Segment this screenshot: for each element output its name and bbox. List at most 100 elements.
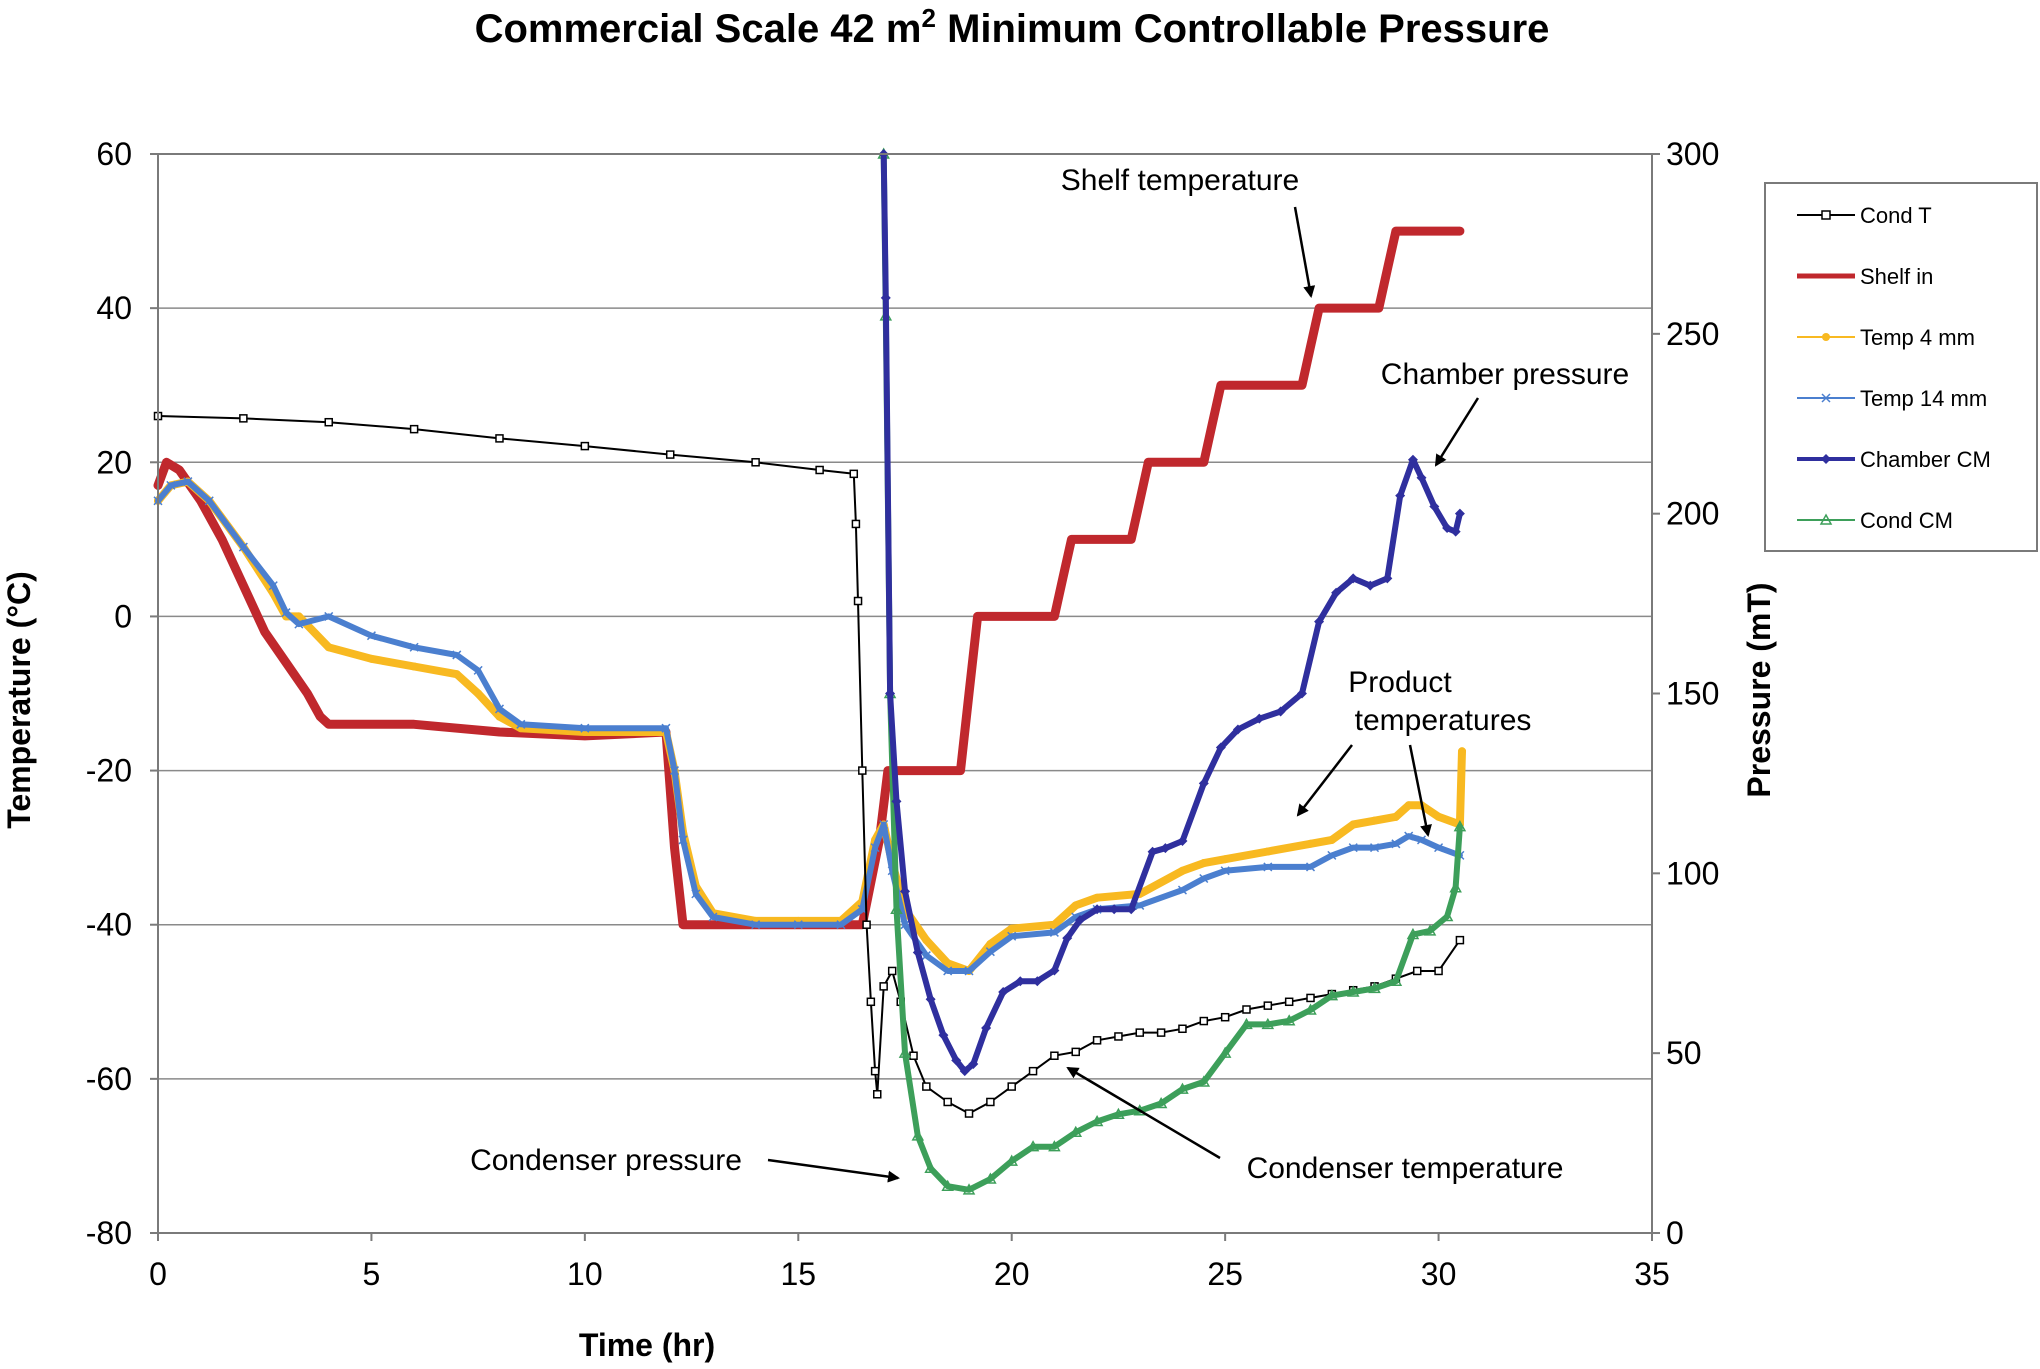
data-point-temp-14-mm — [1348, 843, 1358, 853]
data-point-cond-t — [964, 1109, 974, 1118]
data-point-cond-cm — [1449, 881, 1462, 893]
plot-series — [153, 147, 1467, 1195]
data-point-temp-14-mm — [1327, 850, 1337, 860]
data-point-cond-t — [324, 417, 333, 427]
annotation-product-line2: temperatures — [1355, 704, 1532, 737]
data-point-temp-4-mm — [1071, 901, 1080, 910]
data-point-temp-14-mm — [366, 631, 376, 641]
data-point-temp-4-mm — [1263, 847, 1272, 856]
y2-tick-label: 300 — [1666, 136, 1719, 172]
data-point-cond-cm — [1325, 989, 1339, 1001]
data-point-temp-4-mm — [1199, 859, 1208, 868]
data-point-cond-t — [1114, 1032, 1123, 1041]
legend-label: Cond T — [1860, 203, 1932, 228]
annotations: Shelf temperature Chamber pressure Produ… — [470, 164, 1629, 1185]
data-point-cond-t — [1092, 1036, 1102, 1045]
data-point-temp-14-mm — [1177, 885, 1187, 895]
legend-marker — [1821, 210, 1831, 220]
data-point-cond-cm — [1048, 1140, 1061, 1152]
data-point-temp-14-mm — [964, 966, 974, 976]
data-point-temp-4-mm — [986, 939, 995, 948]
arrow-chamber-pressure — [1434, 397, 1480, 467]
data-point-chamber-cm — [959, 1066, 970, 1077]
legend-item-chamber-cm: Chamber CM — [1797, 447, 1991, 472]
data-point-temp-14-mm — [1199, 873, 1209, 884]
x-tick-label: 35 — [1634, 1256, 1670, 1292]
data-point-temp-14-mm — [1049, 927, 1059, 937]
y2-tick-label: 250 — [1666, 316, 1719, 352]
series-cond-cm — [877, 147, 1467, 1195]
data-point-temp-14-mm — [268, 581, 278, 591]
arrow-shelf-temperature — [1293, 206, 1316, 298]
data-point-cond-t — [849, 469, 859, 479]
data-point-chamber-cm — [1454, 508, 1465, 519]
data-point-cond-cm — [1176, 1082, 1189, 1094]
data-point-cond-t — [879, 982, 888, 991]
data-point-cond-cm — [1240, 1017, 1253, 1030]
legend-label: Temp 4 mm — [1860, 325, 1975, 350]
data-point-cond-t — [1050, 1051, 1059, 1060]
y2-tick-label: 150 — [1666, 676, 1719, 712]
data-point-temp-4-mm — [367, 654, 376, 663]
data-point-temp-4-mm — [1404, 801, 1413, 810]
data-point-cond-cm — [1304, 1003, 1317, 1015]
data-point-chamber-cm — [938, 1030, 949, 1041]
data-point-cond-t — [943, 1097, 952, 1107]
data-point-temp-14-mm — [294, 619, 304, 629]
arrow-product-temp-1 — [1296, 744, 1353, 817]
data-point-temp-4-mm — [1458, 747, 1467, 756]
data-point-chamber-cm — [1126, 904, 1137, 915]
data-point-cond-t — [1178, 1024, 1187, 1034]
data-point-chamber-cm — [1296, 688, 1307, 699]
arrow-product-temp-2 — [1408, 744, 1432, 837]
data-point-temp-14-mm — [691, 889, 701, 899]
legend-label: Temp 14 mm — [1860, 386, 1987, 411]
data-point-chamber-cm — [912, 947, 923, 958]
data-point-temp-14-mm — [1391, 839, 1401, 849]
data-point-cond-t — [1242, 1005, 1251, 1014]
data-point-cond-t — [887, 966, 897, 976]
data-point-temp-14-mm — [943, 966, 953, 976]
data-point-temp-14-mm — [678, 835, 688, 845]
annotation-condenser-pressure: Condenser pressure — [470, 1144, 742, 1177]
data-point-cond-cm — [1453, 820, 1467, 832]
data-point-temp-14-mm — [183, 477, 193, 487]
data-point-chamber-cm — [1365, 580, 1376, 591]
data-point-temp-14-mm — [1263, 862, 1273, 872]
data-point-cond-t — [1199, 1016, 1209, 1026]
data-point-chamber-cm — [900, 886, 910, 897]
x-tick-label: 15 — [780, 1256, 816, 1292]
chart-title-superscript: 2 — [921, 3, 935, 33]
data-point-chamber-cm — [1416, 472, 1427, 483]
annotation-shelf-temperature: Shelf temperature — [1061, 164, 1299, 197]
data-point-temp-14-mm — [751, 920, 761, 930]
data-point-cond-t — [580, 441, 590, 451]
data-point-temp-4-mm — [1050, 920, 1059, 929]
x-tick-label: 0 — [149, 1256, 167, 1292]
data-point-cond-cm — [1389, 974, 1403, 986]
data-point-cond-t — [1071, 1047, 1080, 1057]
y-tick-label: -20 — [86, 753, 132, 789]
data-point-temp-14-mm — [708, 912, 718, 922]
series-line-shelf-in — [153, 226, 1465, 930]
arrow-condenser-pressure — [767, 1158, 900, 1183]
data-point-chamber-cm — [1049, 965, 1060, 976]
data-point-temp-14-mm — [580, 723, 590, 733]
data-point-temp-4-mm — [943, 959, 952, 968]
data-point-temp-4-mm — [1093, 893, 1102, 902]
legend-item-shelf-in: Shelf in — [1797, 264, 1933, 289]
data-point-cond-t — [909, 1051, 918, 1060]
arrow-condenser-temperature — [1066, 1066, 1221, 1160]
data-point-temp-4-mm — [1007, 924, 1016, 933]
legend-item-temp-4-mm: Temp 4 mm — [1797, 325, 1975, 350]
data-point-temp-14-mm — [238, 542, 248, 552]
data-point-cond-t — [866, 997, 876, 1007]
data-point-temp-14-mm — [1135, 900, 1145, 910]
y2-tick-label: 200 — [1666, 496, 1719, 532]
data-point-chamber-cm — [1450, 526, 1461, 537]
data-point-cond-cm — [911, 1129, 925, 1141]
y2-tick-label: 0 — [1666, 1215, 1684, 1251]
legend-item-temp-14-mm: Temp 14 mm — [1797, 386, 1987, 411]
y-tick-label: 60 — [96, 136, 132, 172]
